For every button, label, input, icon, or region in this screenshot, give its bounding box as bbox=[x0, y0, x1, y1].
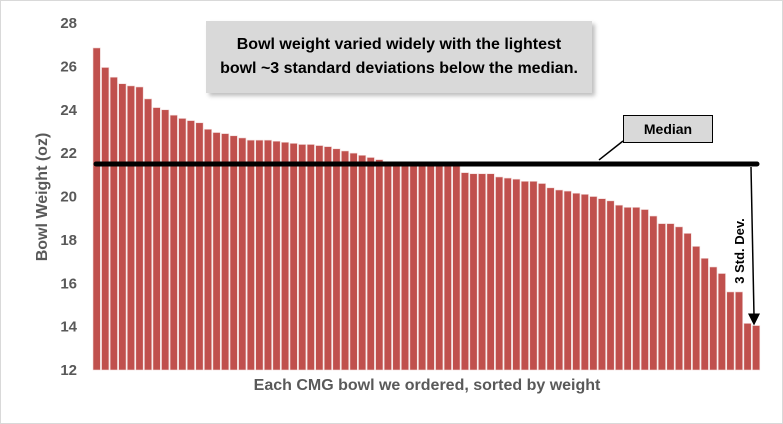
bar bbox=[469, 173, 478, 371]
bar bbox=[709, 266, 718, 371]
bar bbox=[418, 163, 427, 371]
bar bbox=[649, 215, 658, 371]
arrowhead-icon bbox=[748, 313, 760, 326]
bar bbox=[375, 159, 384, 371]
bar bbox=[460, 172, 469, 371]
bar bbox=[144, 98, 153, 371]
bar bbox=[563, 190, 572, 371]
y-tick-label: 20 bbox=[60, 189, 77, 206]
chart-title: Bowl weight varied widely with the light… bbox=[206, 21, 592, 93]
bar bbox=[606, 200, 615, 371]
bar bbox=[478, 173, 487, 371]
bar bbox=[486, 173, 495, 371]
median-leader-line bbox=[598, 140, 624, 161]
bar bbox=[743, 323, 752, 371]
bar bbox=[306, 144, 315, 371]
bar bbox=[726, 291, 735, 371]
bar bbox=[212, 132, 221, 371]
y-tick-label: 12 bbox=[60, 362, 77, 379]
bar bbox=[632, 207, 641, 371]
bar bbox=[383, 161, 392, 371]
bar bbox=[221, 133, 230, 371]
y-tick-label: 28 bbox=[60, 15, 77, 32]
bar bbox=[529, 181, 538, 371]
bar bbox=[238, 137, 247, 371]
bar bbox=[572, 192, 581, 371]
bar bbox=[349, 152, 358, 371]
bar bbox=[289, 143, 298, 371]
bar bbox=[597, 198, 606, 371]
bar bbox=[263, 139, 272, 371]
bar bbox=[401, 161, 409, 371]
bar bbox=[195, 122, 204, 371]
bar bbox=[512, 178, 521, 371]
bar bbox=[169, 114, 178, 371]
bar bbox=[580, 194, 589, 371]
y-tick-label: 16 bbox=[60, 275, 77, 292]
bar bbox=[735, 291, 743, 371]
bar bbox=[392, 161, 401, 371]
bar bbox=[255, 139, 264, 371]
bar bbox=[538, 183, 546, 371]
median-label: Median bbox=[623, 115, 713, 143]
bar bbox=[752, 325, 761, 371]
bar bbox=[520, 181, 529, 371]
bar bbox=[126, 85, 135, 371]
std-dev-arrow bbox=[750, 166, 755, 316]
bar bbox=[589, 196, 598, 371]
bar bbox=[717, 273, 726, 371]
bar bbox=[640, 209, 649, 371]
bar bbox=[503, 177, 512, 371]
bar bbox=[683, 233, 692, 371]
bar bbox=[246, 139, 255, 371]
bar bbox=[298, 144, 307, 371]
y-axis-label: Bowl Weight (oz) bbox=[34, 133, 51, 262]
bar bbox=[700, 258, 709, 371]
bar bbox=[229, 135, 238, 371]
bar bbox=[135, 86, 144, 371]
bar bbox=[623, 207, 632, 371]
bar bbox=[692, 246, 701, 371]
bar bbox=[186, 120, 195, 371]
bar bbox=[675, 226, 684, 371]
bar bbox=[666, 223, 675, 371]
bar bbox=[332, 148, 341, 371]
bar bbox=[315, 145, 324, 371]
std-dev-label: 3 Std. Dev. bbox=[732, 218, 747, 284]
bar bbox=[272, 140, 281, 371]
bar bbox=[546, 187, 555, 371]
bar bbox=[555, 189, 564, 371]
bar bbox=[452, 165, 461, 371]
y-tick-label: 14 bbox=[60, 319, 77, 336]
bar bbox=[435, 163, 444, 371]
y-tick-label: 18 bbox=[60, 232, 77, 249]
bar bbox=[426, 163, 435, 371]
bar bbox=[657, 223, 666, 371]
bar bbox=[161, 109, 170, 371]
bar bbox=[152, 107, 161, 371]
bar bbox=[341, 150, 350, 371]
x-axis-label: Each CMG bowl we ordered, sorted by weig… bbox=[254, 377, 601, 394]
bar bbox=[101, 67, 110, 371]
y-tick-label: 22 bbox=[60, 145, 77, 162]
bar bbox=[109, 76, 118, 371]
y-tick-label: 26 bbox=[60, 58, 77, 75]
bar bbox=[281, 141, 290, 371]
y-tick-label: 24 bbox=[60, 102, 77, 119]
bar bbox=[92, 47, 101, 371]
bar bbox=[366, 157, 375, 371]
bar bbox=[409, 163, 418, 371]
bar bbox=[118, 83, 127, 371]
bar bbox=[323, 146, 332, 371]
bar bbox=[178, 118, 187, 371]
bar bbox=[358, 154, 367, 371]
bar bbox=[204, 128, 212, 371]
bar bbox=[495, 176, 504, 371]
bar bbox=[615, 204, 624, 371]
bar bbox=[443, 163, 452, 371]
